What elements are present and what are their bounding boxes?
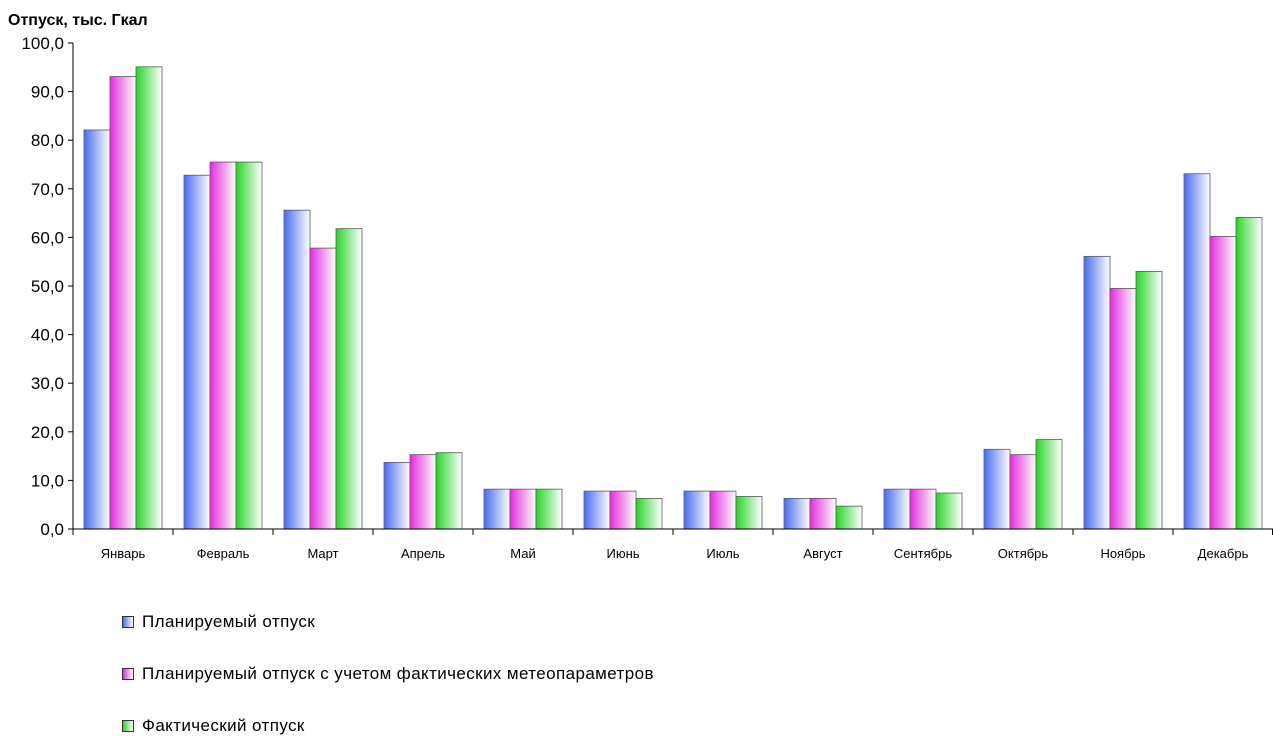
bar <box>1184 174 1210 529</box>
bar <box>484 489 510 529</box>
legend-label-planned: Планируемый отпуск <box>142 612 315 632</box>
bar <box>1236 217 1262 529</box>
bar <box>1136 271 1162 529</box>
bar <box>236 162 262 529</box>
bar <box>984 449 1010 529</box>
bar <box>310 248 336 529</box>
x-tick-label: Май <box>510 546 535 561</box>
bar <box>810 498 836 529</box>
legend-label-actual: Фактический отпуск <box>142 716 305 736</box>
y-tick-label: 20,0 <box>31 423 64 442</box>
bar <box>1210 236 1236 529</box>
bar <box>1036 440 1062 529</box>
x-tick-label: Январь <box>101 546 146 561</box>
y-tick-label: 100,0 <box>21 34 64 53</box>
x-tick-label: Декабрь <box>1198 546 1249 561</box>
x-tick-label: Июль <box>706 546 739 561</box>
bar <box>284 210 310 529</box>
bar <box>610 491 636 529</box>
x-tick-label: Апрель <box>401 546 445 561</box>
bar <box>84 130 110 529</box>
bar <box>684 491 710 529</box>
bar <box>910 489 936 529</box>
bar <box>336 229 362 529</box>
bar <box>510 489 536 529</box>
bar <box>584 491 610 529</box>
y-tick-label: 90,0 <box>31 83 64 102</box>
x-tick-label: Ноябрь <box>1100 546 1145 561</box>
x-axis: Январь Февраль Март Апрель Май Июнь Июль Август… <box>68 529 1273 561</box>
bar <box>936 493 962 529</box>
bar-chart: 0,0 10,0 20,0 30,0 40,0 50,0 60,0 70,0 80,0 90,0 1… <box>0 0 1273 600</box>
bar <box>710 491 736 529</box>
legend-swatch-actual <box>122 720 134 732</box>
legend-swatch-planned-weather <box>122 668 134 680</box>
y-tick-label: 0,0 <box>40 520 64 539</box>
bar <box>210 162 236 529</box>
bar <box>410 455 436 529</box>
bar <box>784 498 810 529</box>
y-tick-label: 30,0 <box>31 374 64 393</box>
y-tick-label: 10,0 <box>31 471 64 490</box>
x-tick-label: Март <box>307 546 338 561</box>
bar <box>184 175 210 529</box>
x-tick-label: Октябрь <box>998 546 1049 561</box>
bar <box>636 498 662 529</box>
bar <box>1084 256 1110 529</box>
x-tick-label: Август <box>803 546 842 561</box>
legend-swatch-planned <box>122 616 134 628</box>
x-tick-label: Сентябрь <box>894 546 952 561</box>
x-tick-label: Июнь <box>606 546 639 561</box>
bar <box>836 506 862 529</box>
bar <box>136 67 162 529</box>
bar <box>384 462 410 529</box>
x-tick-label: Февраль <box>197 546 250 561</box>
y-tick-label: 60,0 <box>31 228 64 247</box>
bar <box>884 489 910 529</box>
bar <box>110 77 136 529</box>
y-tick-label: 70,0 <box>31 180 64 199</box>
bar <box>1110 288 1136 529</box>
bar <box>736 496 762 529</box>
y-tick-label: 40,0 <box>31 326 64 345</box>
bars <box>84 67 1262 529</box>
y-tick-label: 50,0 <box>31 277 64 296</box>
bar <box>536 489 562 529</box>
y-axis: 0,0 10,0 20,0 30,0 40,0 50,0 60,0 70,0 80,0 90,0 1… <box>21 34 73 539</box>
bar <box>1010 455 1036 529</box>
bar <box>436 453 462 529</box>
y-tick-label: 80,0 <box>31 131 64 150</box>
legend-label-planned-weather: Планируемый отпуск с учетом фактических … <box>142 664 654 684</box>
